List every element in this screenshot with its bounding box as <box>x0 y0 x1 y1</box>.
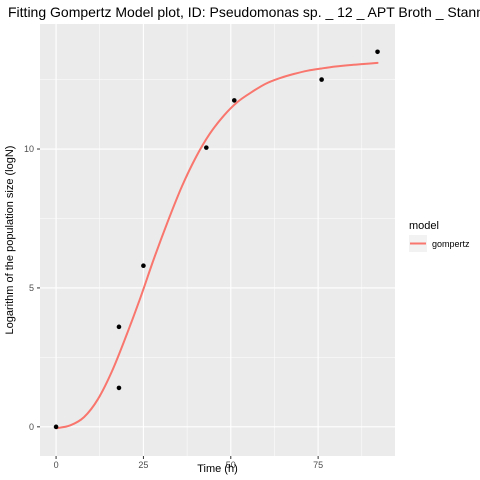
major-gridlines <box>40 24 395 456</box>
x-tick-label: 0 <box>54 460 59 470</box>
legend: model gompertz <box>409 220 470 252</box>
data-point <box>231 98 237 103</box>
y-tick-label: 0 <box>29 422 34 432</box>
plot-panel <box>40 24 395 456</box>
x-axis: 0 25 50 75 <box>54 456 323 470</box>
legend-title: model <box>409 220 439 232</box>
data-point <box>116 324 122 330</box>
minor-gridlines <box>40 24 395 456</box>
data-point <box>53 424 59 430</box>
data-point <box>204 145 209 150</box>
legend-label-gompertz: gompertz <box>432 239 470 249</box>
y-tick-label: 5 <box>29 283 34 293</box>
x-axis-title: Time (h) <box>197 463 238 475</box>
y-axis: 0 5 10 <box>24 144 40 432</box>
y-tick-label: 10 <box>24 144 34 154</box>
data-point <box>116 385 122 391</box>
y-axis-title: Logarithm of the population size (logN) <box>4 146 16 335</box>
data-point <box>141 263 146 268</box>
x-tick-label: 50 <box>226 460 236 470</box>
gompertz-fit-line <box>55 61 379 430</box>
data-point <box>375 49 380 55</box>
x-tick-label: 25 <box>138 460 148 470</box>
data-point <box>319 77 324 82</box>
chart-title: Fitting Gompertz Model plot, ID: Pseudom… <box>8 4 480 20</box>
x-tick-label: 75 <box>313 460 323 470</box>
data-points <box>53 49 380 430</box>
